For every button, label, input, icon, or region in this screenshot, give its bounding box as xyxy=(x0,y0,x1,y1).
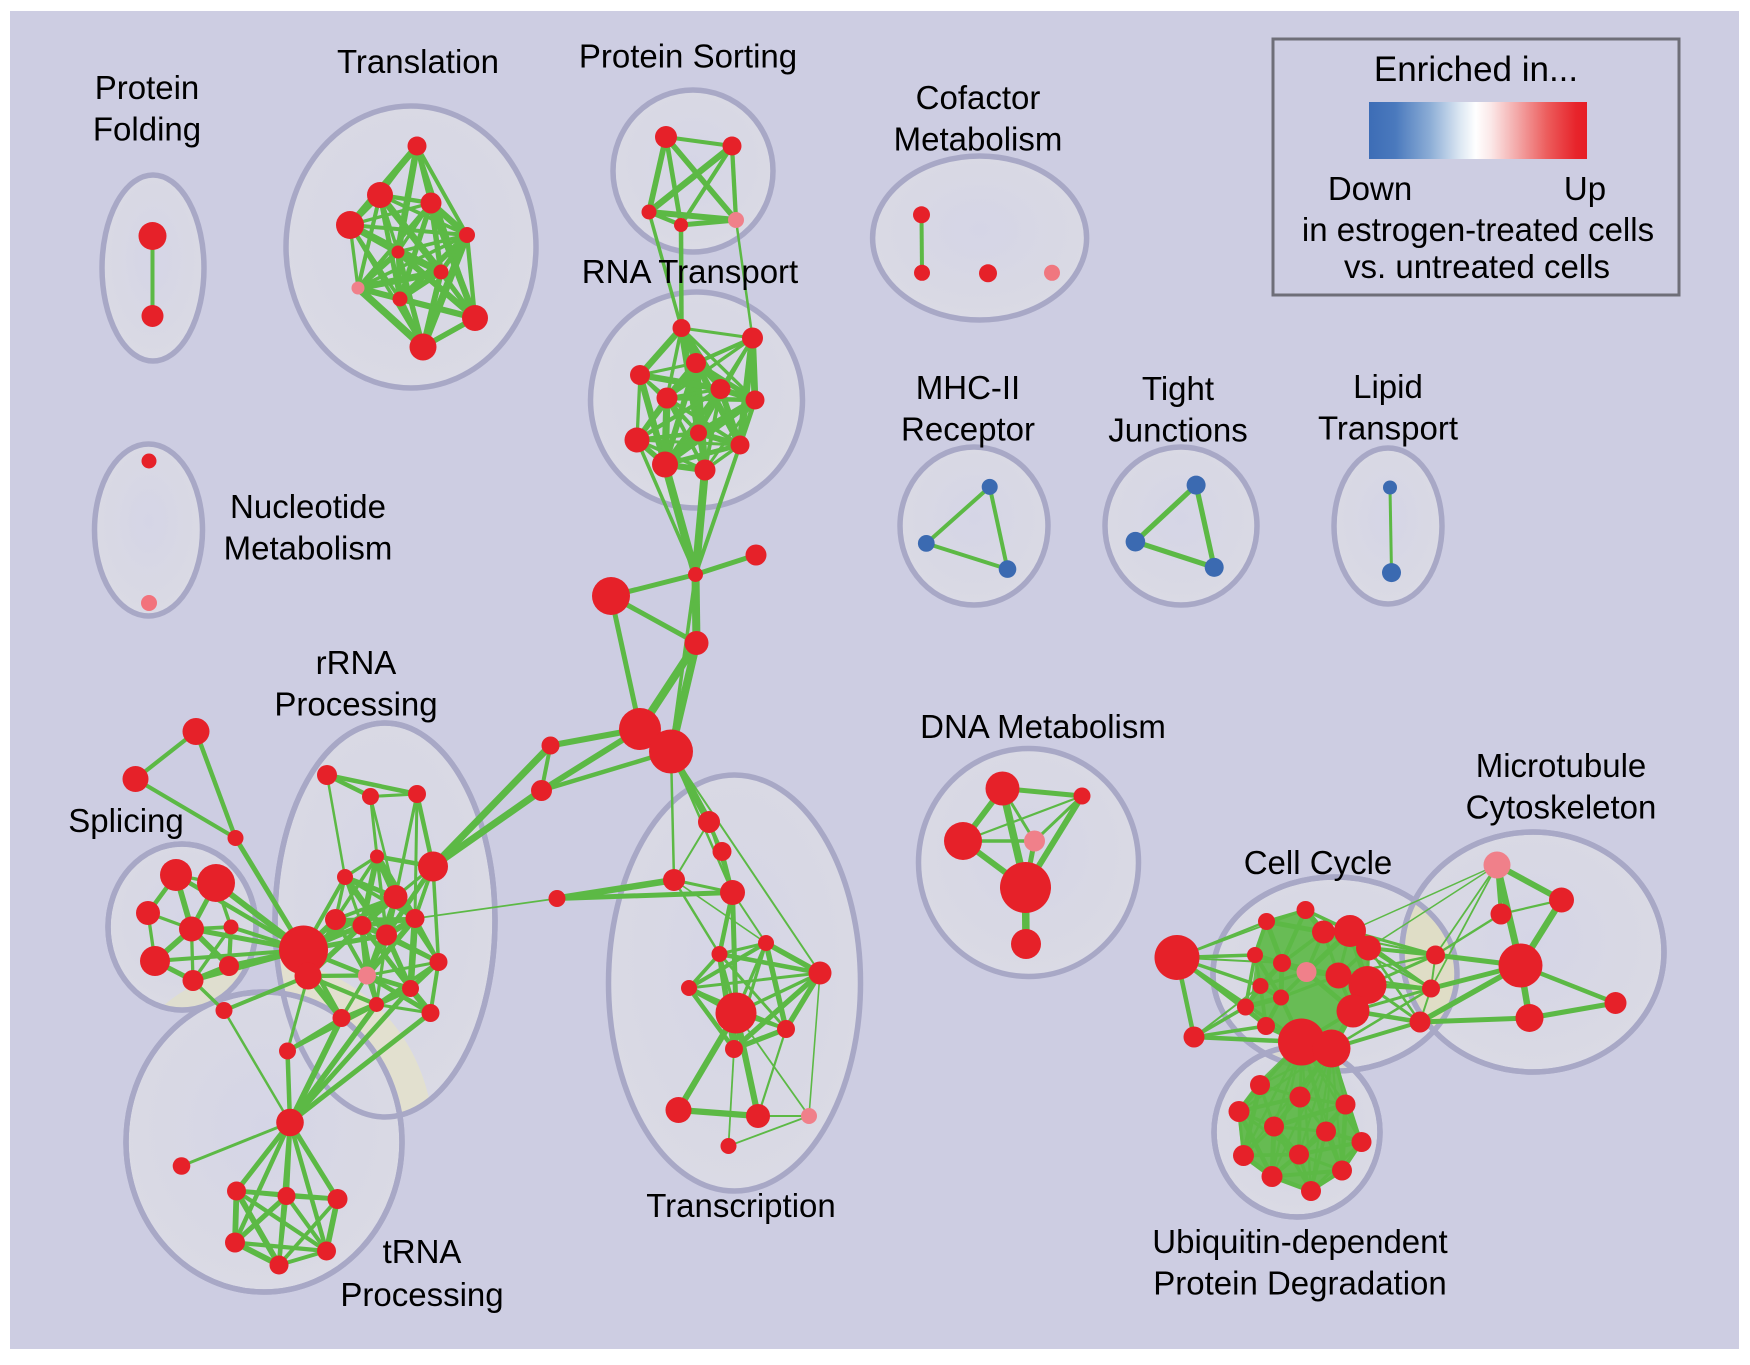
svg-text:Microtubule: Microtubule xyxy=(1476,747,1647,784)
svg-text:Up: Up xyxy=(1564,170,1606,207)
svg-text:Ubiquitin-dependent: Ubiquitin-dependent xyxy=(1152,1223,1447,1260)
svg-text:Metabolism: Metabolism xyxy=(894,121,1063,158)
svg-text:Tight: Tight xyxy=(1142,370,1214,407)
svg-text:rRNA: rRNA xyxy=(316,644,397,681)
svg-text:Nucleotide: Nucleotide xyxy=(230,488,386,525)
svg-text:Enriched in...: Enriched in... xyxy=(1374,50,1578,89)
svg-text:Splicing: Splicing xyxy=(68,802,184,839)
svg-text:Protein Degradation: Protein Degradation xyxy=(1153,1265,1447,1302)
svg-text:Transcription: Transcription xyxy=(646,1187,836,1224)
svg-text:Folding: Folding xyxy=(93,111,201,148)
svg-text:Metabolism: Metabolism xyxy=(224,530,393,567)
svg-text:Lipid: Lipid xyxy=(1353,368,1423,405)
svg-text:Down: Down xyxy=(1328,170,1412,207)
svg-text:RNA Transport: RNA Transport xyxy=(582,253,798,290)
svg-text:Translation: Translation xyxy=(337,43,499,80)
svg-text:Processing: Processing xyxy=(274,686,437,723)
svg-text:Cytoskeleton: Cytoskeleton xyxy=(1466,789,1657,826)
svg-text:tRNA: tRNA xyxy=(383,1233,462,1270)
svg-text:in estrogen-treated cells: in estrogen-treated cells xyxy=(1302,211,1654,248)
svg-text:Receptor: Receptor xyxy=(901,411,1035,448)
svg-text:vs. untreated cells: vs. untreated cells xyxy=(1344,248,1610,285)
svg-text:MHC-II: MHC-II xyxy=(916,369,1020,406)
svg-text:Protein: Protein xyxy=(95,69,200,106)
svg-text:Protein Sorting: Protein Sorting xyxy=(579,38,797,75)
svg-text:Junctions: Junctions xyxy=(1108,412,1247,449)
svg-text:Cell Cycle: Cell Cycle xyxy=(1244,844,1393,881)
svg-text:Cofactor: Cofactor xyxy=(916,79,1041,116)
svg-text:Transport: Transport xyxy=(1318,410,1458,447)
svg-text:Processing: Processing xyxy=(340,1276,503,1313)
svg-text:DNA Metabolism: DNA Metabolism xyxy=(920,708,1166,745)
